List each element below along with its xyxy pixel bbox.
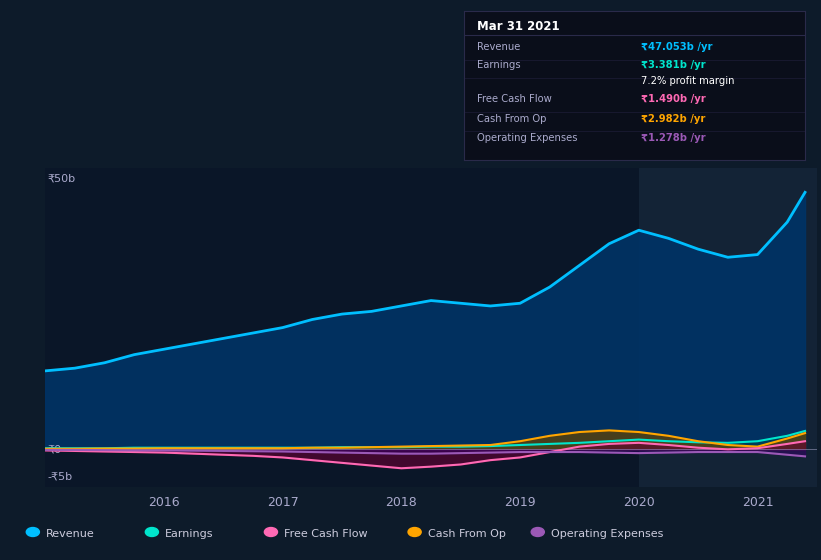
Text: Earnings: Earnings	[165, 529, 213, 539]
Text: ₹2.982b /yr: ₹2.982b /yr	[641, 114, 705, 124]
Text: ₹3.381b /yr: ₹3.381b /yr	[641, 60, 706, 70]
Text: ₹50b: ₹50b	[48, 174, 76, 184]
Text: Revenue: Revenue	[46, 529, 94, 539]
Bar	[639, 168, 817, 487]
Text: ₹1.278b /yr: ₹1.278b /yr	[641, 133, 706, 143]
Text: Cash From Op: Cash From Op	[478, 114, 547, 124]
Text: Earnings: Earnings	[478, 60, 521, 70]
Text: ₹47.053b /yr: ₹47.053b /yr	[641, 43, 713, 53]
Text: ₹1.490b /yr: ₹1.490b /yr	[641, 94, 706, 104]
Text: Operating Expenses: Operating Expenses	[551, 529, 663, 539]
Text: Mar 31 2021: Mar 31 2021	[478, 20, 560, 33]
Text: 7.2% profit margin: 7.2% profit margin	[641, 77, 735, 86]
Text: ₹0: ₹0	[48, 444, 62, 454]
Text: -₹5b: -₹5b	[48, 472, 72, 482]
Text: Free Cash Flow: Free Cash Flow	[284, 529, 368, 539]
Text: Revenue: Revenue	[478, 43, 521, 53]
Text: Operating Expenses: Operating Expenses	[478, 133, 578, 143]
Text: Free Cash Flow: Free Cash Flow	[478, 94, 553, 104]
Text: Cash From Op: Cash From Op	[428, 529, 506, 539]
